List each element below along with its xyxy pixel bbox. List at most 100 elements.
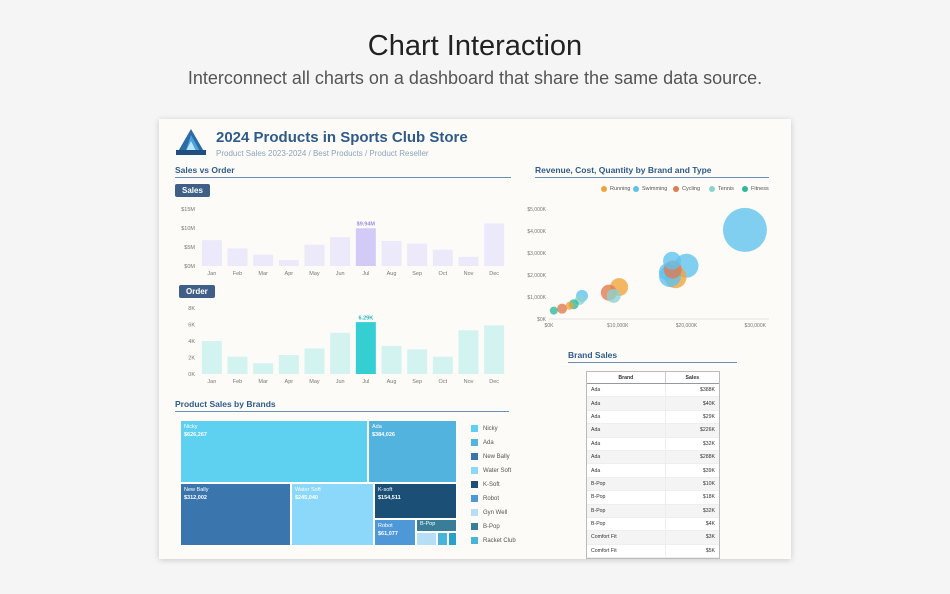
bar-mar[interactable] [253, 363, 274, 374]
table-row[interactable]: Ada $39K [587, 463, 719, 478]
treemap-cell-water-soft[interactable]: Water Soft $245,040 [291, 483, 374, 546]
brand-legend-item[interactable]: Gyn Well [471, 509, 507, 516]
bubble-legend-item[interactable]: Cycling [673, 186, 700, 192]
legend-label: Racket Club [483, 537, 516, 544]
table-row[interactable]: B-Pop $18K [587, 490, 719, 505]
legend-dot-icon [601, 186, 607, 192]
treemap-cell-new-bally[interactable]: New Bally $312,002 [180, 483, 291, 546]
revenue-divider [535, 177, 769, 178]
bar-aug[interactable] [381, 345, 402, 374]
treemap-cell-k-soft[interactable]: K-soft $154,511 [374, 483, 457, 519]
bar-feb[interactable] [227, 248, 248, 266]
treemap-cell-robot[interactable]: Robot $61,077 [374, 519, 416, 546]
brand-legend-item[interactable]: Nicky [471, 425, 498, 432]
bar-sep[interactable] [407, 243, 428, 266]
brand-legend-item[interactable]: Racket Club [471, 537, 516, 544]
legend-label: Ada [483, 439, 494, 446]
sales-cell: $18K [665, 490, 719, 505]
legend-label: Water Soft [483, 467, 512, 474]
bar-apr[interactable] [278, 259, 299, 266]
y-tick-label: $0M [184, 264, 195, 270]
y-tick-label: $5,000K [527, 207, 546, 213]
sales-header[interactable]: Sales [665, 372, 719, 384]
table-row[interactable]: Ada $40K [587, 396, 719, 411]
bar-apr[interactable] [278, 355, 299, 374]
treemap-cell-ada[interactable]: Ada $384,026 [368, 420, 457, 483]
bubble-legend-item[interactable]: Swimming [633, 186, 667, 192]
bar-dec[interactable] [484, 223, 505, 266]
dashboard-subtitle: Product Sales 2023-2024 / Best Products … [216, 149, 429, 158]
bar-oct[interactable] [432, 249, 453, 266]
brands-treemap: Nicky $626,267 Ada $384,026 New Bally $312,… [180, 420, 457, 546]
bar-jul[interactable] [355, 228, 376, 266]
bubble-tennis[interactable] [606, 288, 621, 303]
brand-legend-item[interactable]: New Bally [471, 453, 510, 460]
sales-pill[interactable]: Sales [175, 184, 210, 197]
x-tick-label: Jun [336, 379, 345, 385]
treemap-cell-b-pop[interactable]: B-Pop [416, 519, 457, 532]
table-row[interactable]: Ada $29K [587, 410, 719, 425]
legend-label: B-Pop [483, 523, 500, 530]
bubble-cycling[interactable] [557, 303, 568, 314]
bubble-legend-item[interactable]: Running [601, 186, 631, 192]
sales-cell: $4K [665, 517, 719, 532]
bar-jan[interactable] [201, 341, 222, 374]
bar-jun[interactable] [330, 237, 351, 266]
brand-legend-item[interactable]: Water Soft [471, 467, 511, 474]
bar-jan[interactable] [201, 240, 222, 266]
brand-header[interactable]: Brand [587, 372, 666, 384]
bubble-running[interactable] [565, 301, 574, 310]
bubble-swimming[interactable] [722, 207, 767, 252]
y-tick-label: $1,000K [527, 295, 546, 301]
bar-jun[interactable] [330, 332, 351, 374]
sales-cell: $29K [665, 410, 719, 425]
bar-feb[interactable] [227, 356, 248, 374]
treemap-cell-nicky[interactable]: Nicky $626,267 [180, 420, 368, 483]
table-row[interactable]: B-Pop $10K [587, 477, 719, 492]
bubble-legend-item[interactable]: Tennis [709, 186, 734, 192]
table-row[interactable]: Ada $288K [587, 450, 719, 465]
legend-label: Cycling [682, 186, 701, 192]
bar-dec[interactable] [484, 325, 505, 374]
table-row[interactable]: Ada $32K [587, 437, 719, 451]
bubble-legend-item[interactable]: Fitness [742, 186, 769, 192]
brand-cell: Comfort Fit [587, 544, 666, 559]
x-tick-label: Mar [258, 271, 268, 277]
sales-cell: $32K [665, 437, 719, 451]
bar-may[interactable] [304, 244, 325, 266]
bar-nov[interactable] [458, 256, 479, 266]
bar-nov[interactable] [458, 330, 479, 374]
treemap-cell-racket-club[interactable] [437, 532, 448, 546]
legend-swatch-icon [471, 495, 478, 502]
bar-oct[interactable] [432, 356, 453, 374]
brand-cell: B-Pop [587, 490, 666, 505]
table-row[interactable]: B-Pop $4K [587, 517, 719, 532]
table-row[interactable]: Comfort Fit $5K [587, 544, 719, 559]
legend-swatch-icon [471, 467, 478, 474]
table-row[interactable]: Comfort Fit $3K [587, 530, 719, 545]
x-tick-label: Feb [233, 271, 242, 277]
brand-legend-item[interactable]: K-Soft [471, 481, 500, 488]
bar-may[interactable] [304, 348, 325, 374]
legend-label: Fitness [751, 186, 769, 192]
x-tick-label: May [309, 379, 320, 385]
table-row[interactable]: Ada $226K [587, 423, 719, 438]
sales-cell: $40K [665, 396, 719, 411]
brand-legend-item[interactable]: B-Pop [471, 523, 500, 530]
brand-legend-item[interactable]: Robot [471, 495, 499, 502]
bar-jul[interactable] [355, 322, 376, 374]
brand-legend-item[interactable]: Ada [471, 439, 494, 446]
bubble-fitness[interactable] [549, 306, 558, 315]
bar-mar[interactable] [253, 254, 274, 266]
y-tick-label: 6K [188, 323, 195, 329]
table-row[interactable]: Ada $388K [587, 383, 719, 398]
treemap-cell-gyn-well[interactable] [416, 532, 437, 546]
bar-aug[interactable] [381, 240, 402, 266]
bubble-chart: $0K $1,000K $2,000K $3,000K $4,000K $5,000K $0… [527, 207, 769, 329]
bar-sep[interactable] [407, 349, 428, 374]
order-pill[interactable]: Order [179, 285, 215, 298]
table-row[interactable]: B-Pop $32K [587, 504, 719, 518]
bubble-swimming[interactable] [663, 251, 682, 270]
treemap-cell-other[interactable] [448, 532, 457, 546]
legend-label: Gyn Well [483, 509, 508, 516]
